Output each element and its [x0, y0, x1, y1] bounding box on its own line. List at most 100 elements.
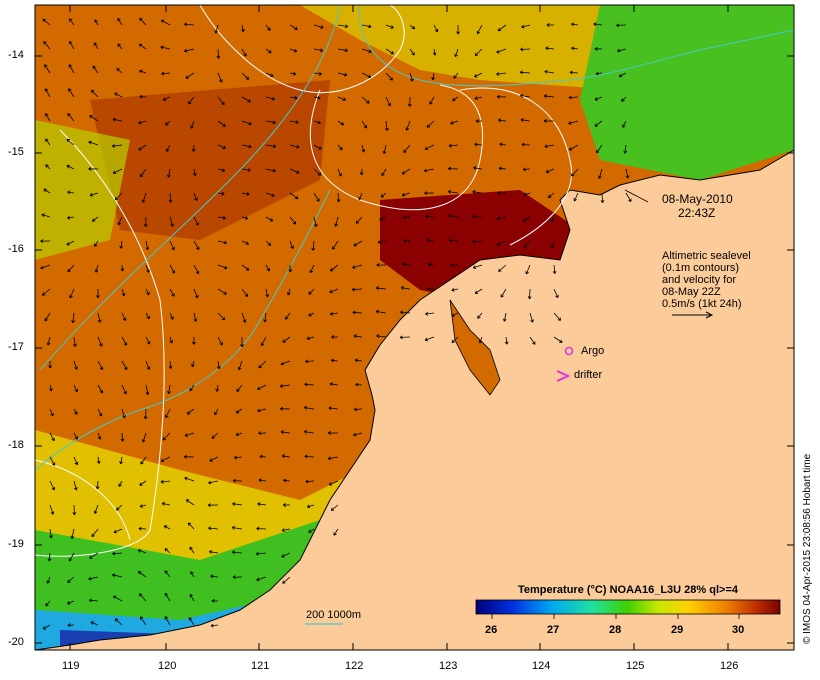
velocity-arrow: [49, 528, 53, 539]
velocity-arrow: [496, 216, 507, 221]
velocity-arrow: [240, 336, 244, 348]
velocity-arrow: [114, 618, 123, 626]
velocity-arrow: [336, 192, 341, 203]
isobath-label: 200 1000m: [306, 609, 362, 621]
velocity-arrow: [94, 240, 99, 247]
velocity-arrow: [217, 215, 226, 220]
velocity-arrow: [424, 144, 435, 150]
velocity-arrow: [282, 503, 290, 507]
velocity-arrow: [496, 48, 507, 54]
velocity-arrow: [289, 48, 298, 53]
velocity-arrow: [193, 192, 198, 202]
velocity-arrow: [49, 456, 56, 466]
velocity-arrow: [145, 384, 150, 395]
velocity-arrow: [97, 432, 102, 440]
velocity-arrow: [97, 408, 103, 417]
velocity-arrow: [235, 432, 243, 437]
velocity-arrow: [496, 240, 507, 246]
velocity-arrow: [42, 624, 51, 630]
velocity-arrow: [384, 120, 389, 131]
velocity-arrow: [241, 120, 252, 126]
velocity-arrow: [289, 95, 298, 100]
velocity-arrow: [241, 192, 250, 196]
velocity-arrow: [97, 312, 102, 323]
velocity-arrow: [456, 24, 460, 35]
velocity-arrow: [209, 550, 219, 554]
velocity-arrow: [241, 312, 247, 323]
velocity-arrow: [46, 576, 51, 584]
velocity-arrow: [89, 115, 99, 122]
isobath-contours: [35, 5, 794, 471]
velocity-arrow: [66, 164, 75, 170]
velocity-arrow: [241, 144, 252, 149]
velocity-arrow: [594, 96, 603, 101]
velocity-arrow: [88, 140, 99, 146]
velocity-arrow: [217, 336, 223, 346]
velocity-arrow: [208, 480, 219, 485]
velocity-arrow: [139, 168, 147, 178]
colorbar-tick-label: 28: [609, 624, 622, 636]
velocity-arrow: [263, 312, 267, 323]
velocity-arrow: [164, 616, 171, 626]
colorbar-title: Temperature (°C) NOAA16_L3U 28% ql>=4: [518, 584, 738, 596]
velocity-arrow: [287, 288, 291, 296]
velocity-arrow: [381, 168, 387, 176]
velocity-arrow: [112, 551, 123, 556]
velocity-arrow: [43, 41, 51, 50]
velocity-arrow: [332, 240, 339, 250]
velocity-arrow: [498, 166, 507, 171]
velocity-arrow: [377, 240, 387, 244]
velocity-arrow: [403, 144, 411, 153]
velocity-arrow: [304, 454, 315, 459]
velocity-arrow: [265, 240, 272, 246]
velocity-arrow: [241, 48, 247, 57]
velocity-arrow: [520, 47, 531, 52]
velocity-arrow: [308, 312, 315, 317]
velocity-arrow: [258, 360, 267, 369]
velocity-arrow: [382, 144, 387, 154]
velocity-arrow: [521, 142, 531, 147]
velocity-arrow: [167, 168, 171, 178]
velocity-arrow: [552, 264, 557, 274]
plot-frame: [34, 4, 795, 651]
velocity-arrow: [623, 144, 628, 154]
velocity-arrow: [90, 621, 99, 626]
velocity-arrow: [303, 406, 315, 410]
velocity-arrow: [231, 525, 243, 530]
velocity-arrow: [497, 191, 507, 195]
velocity-arrow: [265, 96, 275, 101]
velocity-arrow: [189, 384, 195, 392]
velocity-arrow: [97, 336, 103, 347]
velocity-arrow: [210, 623, 219, 628]
velocity-arrow: [137, 571, 147, 578]
velocity-arrow: [361, 96, 370, 104]
velocity-arrow: [289, 24, 298, 30]
velocity-arrow: [329, 264, 339, 272]
velocity-arrow: [313, 48, 324, 53]
velocity-arrow: [330, 504, 339, 511]
velocity-arrow: [401, 192, 411, 197]
velocity-arrow: [520, 94, 531, 98]
velocity-arrow: [289, 192, 299, 200]
velocity-arrow: [500, 288, 507, 298]
velocity-arrow: [256, 576, 267, 582]
velocity-arrow: [523, 240, 531, 249]
velocity-arrow: [407, 96, 412, 107]
timestamp-date: 08-May-2010: [662, 192, 733, 206]
velocity-arrow: [257, 502, 267, 507]
velocity-arrow: [429, 96, 435, 105]
velocity-arrow: [306, 504, 315, 509]
velocity-arrow: [187, 522, 195, 530]
velocity-arrow: [44, 64, 51, 74]
lat-tick-label: -16: [8, 243, 24, 255]
velocity-arrow: [66, 138, 75, 146]
velocity-arrow: [97, 384, 103, 394]
velocity-arrow: [121, 288, 126, 297]
velocity-arrow: [241, 216, 249, 220]
velocity-arrow: [209, 456, 219, 462]
velocity-arrow: [327, 456, 339, 461]
velocity-arrow: [72, 504, 77, 516]
velocity-arrow: [214, 24, 219, 34]
velocity-arrow: [119, 456, 123, 465]
sealevel-contours: [35, 5, 572, 557]
